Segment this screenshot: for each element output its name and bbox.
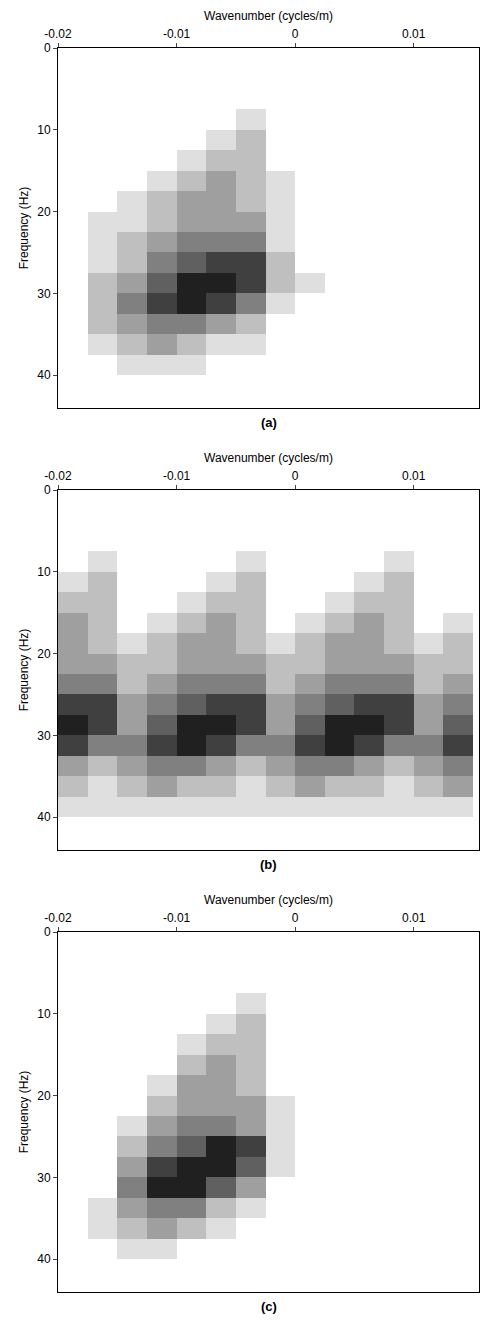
svg-text:0.01: 0.01 — [402, 27, 426, 41]
svg-text:0: 0 — [44, 483, 51, 497]
svg-text:(a): (a) — [261, 415, 277, 430]
svg-text:Wavenumber (cycles/m): Wavenumber (cycles/m) — [204, 9, 333, 23]
svg-text:(c): (c) — [261, 1299, 277, 1314]
svg-text:0: 0 — [292, 27, 299, 41]
svg-text:(b): (b) — [260, 857, 277, 872]
svg-text:-0.02: -0.02 — [44, 469, 72, 483]
svg-text:-0.01: -0.01 — [163, 911, 191, 925]
svg-text:20: 20 — [37, 647, 51, 661]
svg-text:40: 40 — [37, 810, 51, 824]
svg-text:10: 10 — [37, 123, 51, 137]
svg-text:40: 40 — [37, 1252, 51, 1266]
svg-text:20: 20 — [37, 205, 51, 219]
svg-text:Frequency (Hz): Frequency (Hz) — [17, 1071, 31, 1154]
svg-text:Frequency (Hz): Frequency (Hz) — [17, 187, 31, 270]
svg-text:20: 20 — [37, 1089, 51, 1103]
svg-text:-0.01: -0.01 — [163, 469, 191, 483]
svg-text:Frequency (Hz): Frequency (Hz) — [17, 629, 31, 712]
svg-text:-0.01: -0.01 — [163, 27, 191, 41]
svg-text:10: 10 — [37, 1007, 51, 1021]
svg-text:0.01: 0.01 — [402, 469, 426, 483]
svg-text:30: 30 — [37, 287, 51, 301]
svg-text:10: 10 — [37, 565, 51, 579]
svg-text:0: 0 — [44, 925, 51, 939]
svg-text:Wavenumber (cycles/m): Wavenumber (cycles/m) — [204, 893, 333, 907]
svg-text:30: 30 — [37, 1171, 51, 1185]
svg-text:0.01: 0.01 — [402, 911, 426, 925]
svg-text:Wavenumber (cycles/m): Wavenumber (cycles/m) — [204, 451, 333, 465]
svg-text:-0.02: -0.02 — [44, 911, 72, 925]
svg-text:0: 0 — [44, 41, 51, 55]
svg-text:30: 30 — [37, 729, 51, 743]
svg-text:40: 40 — [37, 368, 51, 382]
svg-text:0: 0 — [292, 911, 299, 925]
svg-text:0: 0 — [292, 469, 299, 483]
svg-text:-0.02: -0.02 — [44, 27, 72, 41]
